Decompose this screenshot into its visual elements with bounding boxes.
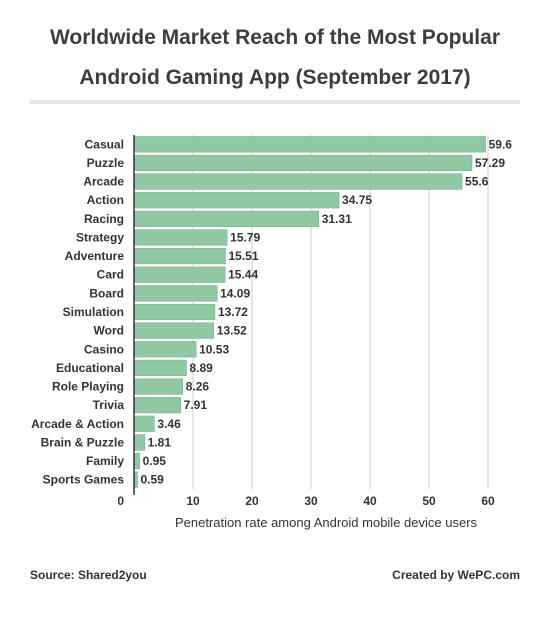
- x-tick-label: 50: [422, 494, 436, 508]
- bar-action: [133, 192, 340, 209]
- category-label: Adventure: [65, 249, 125, 263]
- value-label: 0.59: [140, 473, 164, 487]
- bar-card: [133, 266, 226, 283]
- category-label: Puzzle: [87, 156, 125, 170]
- bar-chart: Casual 59.6 Puzzle 57.29 Arcade 55.6 Action 34.…: [31, 135, 513, 530]
- category-label: Educational: [56, 361, 124, 375]
- category-label: Board: [89, 286, 124, 300]
- value-label: 15.79: [230, 230, 260, 244]
- category-label: Arcade & Action: [31, 417, 124, 431]
- value-label: 8.26: [186, 380, 210, 394]
- bar-educational: [133, 359, 187, 376]
- x-tick-label: 20: [245, 494, 259, 508]
- value-label: 13.52: [217, 324, 247, 338]
- value-label: 34.75: [342, 193, 372, 207]
- category-label: Word: [94, 324, 124, 338]
- value-label: 55.6: [465, 175, 489, 189]
- bar-brain-puzzle: [133, 434, 145, 451]
- value-label: 59.6: [489, 137, 513, 151]
- title-divider: [30, 100, 520, 104]
- bar-adventure: [133, 248, 226, 265]
- x-tick-label: 40: [363, 494, 377, 508]
- value-label: 15.44: [228, 268, 258, 282]
- bar-word: [133, 322, 215, 339]
- category-label: Casino: [84, 342, 124, 356]
- category-label: Family: [86, 454, 124, 468]
- value-label: 8.89: [189, 361, 213, 375]
- source-note: Source: Shared2you: [30, 568, 147, 582]
- bar-casino: [133, 341, 197, 358]
- value-label: 31.31: [322, 212, 352, 226]
- category-label: Brain & Puzzle: [41, 435, 125, 449]
- value-label: 57.29: [475, 156, 505, 170]
- bar-racing: [133, 210, 319, 227]
- value-label: 15.51: [229, 249, 259, 263]
- category-label: Arcade: [83, 175, 124, 189]
- category-label: Casual: [85, 137, 124, 151]
- chart-title-line-2: Android Gaming App (September 2017): [79, 66, 471, 89]
- value-label: 10.53: [199, 342, 229, 356]
- category-label: Sports Games: [43, 473, 125, 487]
- credit-note: Created by WePC.com: [392, 568, 520, 582]
- bar-casual: [133, 136, 486, 153]
- value-label: 0.95: [143, 454, 167, 468]
- bar-arcade-action: [133, 415, 155, 432]
- category-label: Racing: [84, 212, 124, 226]
- value-label: 7.91: [184, 398, 208, 412]
- bar-role-playing: [133, 378, 183, 395]
- bar-strategy: [133, 229, 228, 246]
- bar-arcade: [133, 173, 463, 190]
- category-label: Card: [97, 268, 124, 282]
- value-label: 13.72: [218, 305, 248, 319]
- category-label: Trivia: [93, 398, 125, 412]
- value-label: 1.81: [148, 435, 172, 449]
- bar-board: [133, 285, 218, 302]
- category-label: Simulation: [63, 305, 124, 319]
- value-label: 3.46: [157, 417, 181, 431]
- x-tick-label: 10: [186, 494, 200, 508]
- category-label: Role Playing: [52, 380, 124, 394]
- bar-puzzle: [133, 154, 473, 172]
- value-label: 14.09: [220, 286, 250, 300]
- x-tick-label: 30: [304, 494, 318, 508]
- bar-family: [133, 452, 140, 470]
- category-label: Action: [87, 193, 124, 207]
- x-axis-title: Penetration rate among Android mobile de…: [175, 515, 478, 530]
- category-label: Strategy: [76, 230, 124, 244]
- bar-simulation: [133, 303, 216, 321]
- chart-title-line-1: Worldwide Market Reach of the Most Popul…: [49, 26, 500, 49]
- chart-title: Worldwide Market Reach of the Most Popul…: [0, 18, 550, 98]
- x-tick-label: 60: [481, 494, 495, 508]
- bar-trivia: [133, 397, 181, 414]
- x-tick-label: 0: [117, 494, 124, 508]
